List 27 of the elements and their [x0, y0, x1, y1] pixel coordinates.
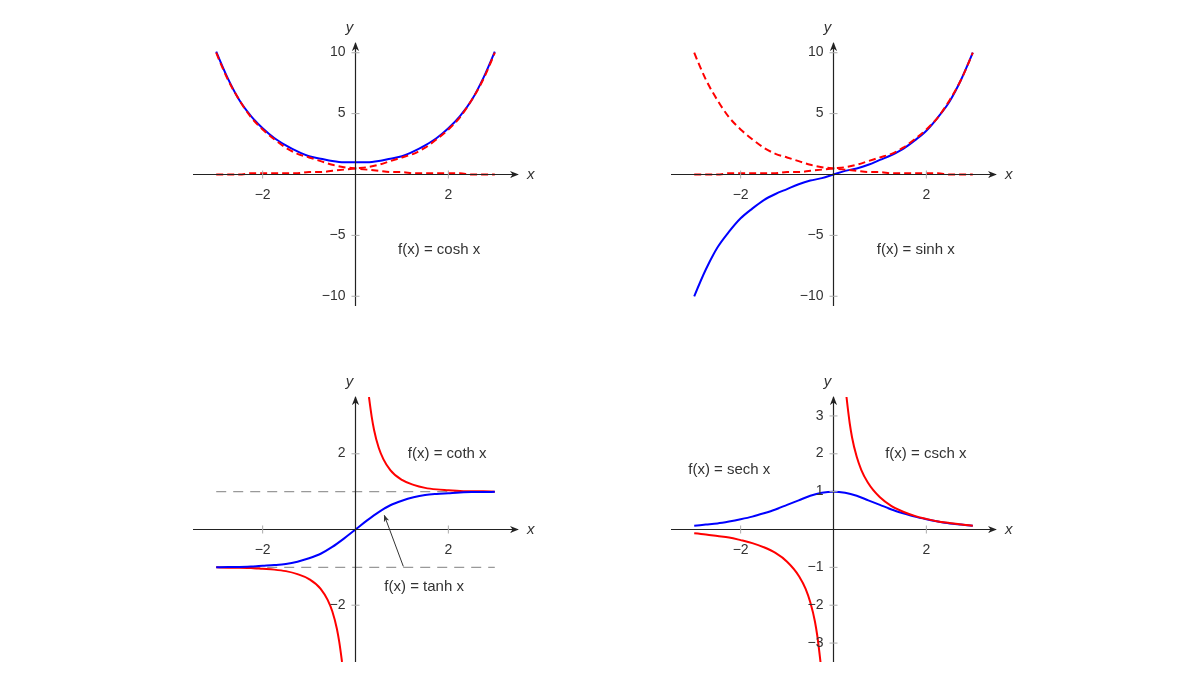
x-axis-title: x — [1004, 164, 1014, 182]
annotation: f(x) = sech x — [688, 459, 772, 477]
y-tick-label: −10 — [800, 286, 825, 303]
x-tick-label: −2 — [254, 541, 271, 557]
y-axis-title: y — [344, 371, 355, 389]
y-tick-label: 2 — [337, 444, 346, 461]
x-axis-title: x — [525, 519, 535, 537]
y-axis-title: y — [823, 371, 834, 389]
y-tick-label: −1 — [807, 557, 824, 574]
annotation: f(x) = coth x — [407, 443, 487, 461]
x-tick-label: 2 — [443, 541, 452, 557]
y-tick-label: −2 — [329, 595, 346, 612]
x-axis-title: x — [1004, 519, 1014, 537]
x-tick-label: −2 — [732, 185, 750, 202]
y-tick-label: 3 — [816, 406, 824, 423]
x-tick-label: 2 — [922, 541, 931, 557]
annotation: f(x) = csch x — [885, 443, 968, 461]
y-tick-label: 2 — [816, 444, 824, 461]
y-tick-label: −5 — [807, 225, 824, 242]
line-series — [214, 490, 496, 569]
y-tick-label: 5 — [816, 103, 824, 120]
x-tick-label: 2 — [922, 185, 931, 202]
x-tick-label: −2 — [732, 541, 750, 557]
annotation: f(x) = tanh x — [383, 577, 464, 595]
annotation: f(x) = sinh x — [877, 239, 956, 257]
y-tick-label: 10 — [808, 43, 824, 60]
y-axis-title: y — [823, 17, 834, 35]
